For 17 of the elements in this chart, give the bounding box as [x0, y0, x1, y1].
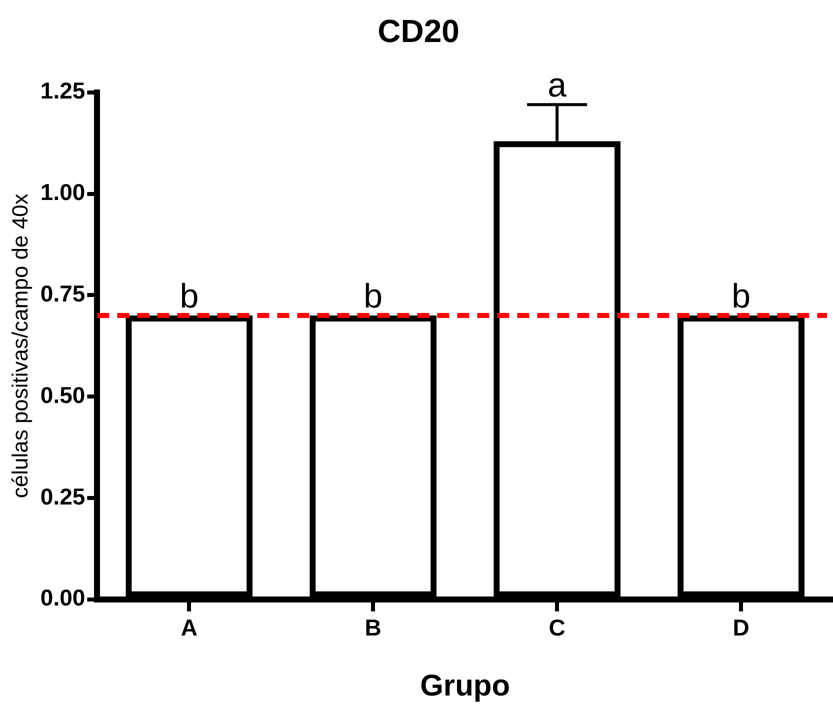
- x-axis-title: Grupo: [420, 669, 510, 702]
- x-tick-label: C: [548, 614, 566, 641]
- annotation: a: [548, 66, 567, 105]
- y-tick-label: 0.50: [40, 382, 86, 408]
- x-tick-label: D: [732, 614, 750, 641]
- x-tick-label: A: [180, 614, 198, 641]
- y-tick-label: 1.00: [40, 179, 86, 206]
- x-tick-label: B: [364, 614, 382, 641]
- y-tick-label: 0.00: [40, 584, 86, 611]
- chart-title: CD20: [378, 13, 460, 50]
- y-tick-label: 0.75: [40, 280, 86, 307]
- y-tick-label: 0.25: [40, 483, 86, 510]
- annotation: b: [364, 277, 383, 316]
- y-axis-title: células positivas/campo de 40x: [7, 194, 32, 498]
- annotation: b: [732, 277, 750, 316]
- y-tick-label: 1.25: [40, 78, 86, 104]
- annotation: b: [180, 277, 199, 316]
